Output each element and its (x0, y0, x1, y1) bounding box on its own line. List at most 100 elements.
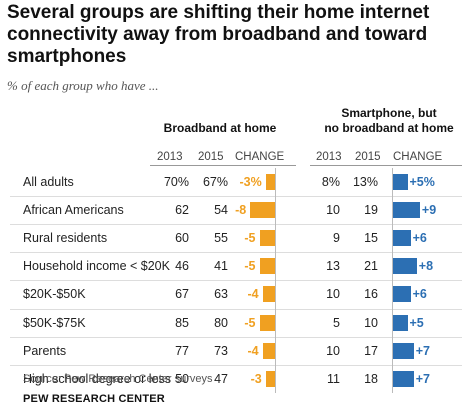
broadband-change-bar (250, 202, 275, 219)
row-label: Parents (23, 343, 67, 358)
broadband-col-2015: 2015 (198, 151, 224, 163)
smartphone-change-bar (392, 174, 408, 190)
smartphone-change-label: +7 (415, 343, 430, 358)
smartphone-2015-value: 17 (364, 343, 378, 358)
table-row: Household income < $20K 46 41 -5 13 21 +8 (0, 252, 474, 280)
table-row: $50K-$75K 85 80 -5 5 10 +5 (0, 309, 474, 337)
broadband-2015-value: 63 (214, 287, 228, 302)
row-separator (10, 364, 462, 366)
table-row: Parents 77 73 -4 10 17 +7 (0, 337, 474, 365)
table-row: Rural residents 60 55 -5 9 15 +6 (0, 224, 474, 252)
smartphone-change-bar (392, 286, 411, 303)
row-label: All adults (23, 175, 74, 189)
broadband-col-change: CHANGE (235, 151, 285, 163)
broadband-col-2013: 2013 (157, 151, 183, 163)
row-separator (10, 252, 462, 254)
smartphone-change-bar (392, 370, 414, 387)
broadband-2013-value: 77 (175, 343, 189, 358)
broadband-2013-value: 85 (175, 315, 189, 330)
table-row: High school degree or less 50 47 -3 11 18 +7 (0, 365, 474, 393)
broadband-2015-value: 41 (214, 259, 228, 274)
broadband-2013-value: 46 (175, 259, 189, 274)
smartphone-2015-value: 10 (364, 315, 378, 330)
smartphone-change-bar (392, 258, 417, 275)
smartphone-change-label: +8 (418, 259, 434, 274)
smartphone-2013-value: 11 (327, 371, 340, 386)
broadband-2015-value: 54 (214, 203, 228, 218)
broadband-2013-value: 62 (175, 203, 189, 218)
smartphone-2015-value: 19 (364, 203, 378, 218)
smartphone-change-label: +7 (415, 371, 430, 386)
chart-title: Several groups are shifting their home i… (7, 2, 430, 67)
smartphone-change-label: +9 (421, 203, 437, 218)
broadband-change-bar (265, 370, 275, 387)
row-label: African Americans (23, 203, 124, 218)
row-separator (10, 308, 462, 310)
broadband-2013-value: 67 (175, 287, 189, 302)
smartphone-change-label: +5% (409, 175, 435, 189)
table-row: $20K-$50K 67 63 -4 10 16 +6 (0, 280, 474, 308)
smartphone-change-bar (392, 342, 414, 359)
smartphone-col-2015: 2015 (355, 151, 381, 163)
smartphone-2013-value: 9 (333, 231, 340, 246)
smartphone-2015-value: 15 (364, 231, 378, 246)
smartphone-zero-line (392, 168, 393, 393)
smartphone-2013-value: 5 (333, 315, 340, 330)
row-label: $20K-$50K (23, 287, 86, 302)
smartphone-change-label: +5 (409, 315, 424, 330)
row-label: Rural residents (23, 231, 108, 246)
smartphone-2015-value: 18 (364, 371, 378, 386)
row-label: $50K-$75K (23, 315, 86, 330)
smartphone-2013-value: 10 (326, 287, 340, 302)
smartphone-heading: Smartphone, but no broadband at home (318, 106, 460, 136)
broadband-2013-value: 70% (163, 175, 189, 189)
broadband-change-bar (259, 314, 275, 331)
table-row: All adults 70% 67% -3% 8% 13% +5% (0, 168, 474, 196)
broadband-change-label: -5 (244, 259, 256, 274)
broadband-2013-value: 60 (175, 231, 189, 246)
smartphone-change-label: +6 (412, 287, 427, 302)
smartphone-2013-value: 13 (326, 259, 340, 274)
row-separator (10, 224, 462, 226)
smartphone-change-label: +6 (412, 231, 427, 246)
row-separator (10, 280, 462, 282)
smartphone-2013-value: 10 (326, 343, 340, 358)
smartphone-change-bar (392, 230, 411, 247)
smartphone-2013-value: 8% (321, 175, 340, 189)
broadband-2015-value: 80 (214, 315, 228, 330)
broadband-2015-value: 67% (202, 175, 228, 189)
broadband-change-label: -5 (244, 231, 256, 246)
smartphone-2015-value: 16 (364, 287, 378, 302)
broadband-change-label: -4 (247, 287, 259, 302)
smartphone-header-rule (310, 165, 462, 166)
broadband-change-bar (265, 174, 275, 190)
row-label: Household income < $20K (23, 259, 170, 274)
table-row: African Americans 62 54 -8 10 19 +9 (0, 196, 474, 224)
broadband-2015-value: 47 (214, 371, 228, 386)
source-note: Source: Pew Research Center surveys (23, 373, 213, 385)
smartphone-heading-line1: Smartphone, but (341, 106, 437, 120)
broadband-change-label: -3 (250, 371, 262, 386)
broadband-change-label: -4 (247, 343, 259, 358)
smartphone-change-bar (392, 314, 408, 331)
broadband-change-bar (259, 230, 275, 247)
row-separator (10, 196, 462, 198)
broadband-heading: Broadband at home (163, 121, 277, 135)
broadband-2015-value: 73 (214, 343, 228, 358)
row-separator (10, 336, 462, 338)
broadband-change-bar (259, 258, 275, 275)
broadband-change-label: -5 (244, 315, 256, 330)
broadband-zero-line (275, 168, 276, 393)
row-label: High school degree or less (23, 371, 171, 386)
broadband-change-bar (262, 342, 275, 359)
broadband-change-bar (262, 286, 275, 303)
chart-subtitle: % of each group who have ... (7, 78, 159, 93)
smartphone-2015-value: 21 (364, 259, 378, 274)
smartphone-2013-value: 10 (326, 203, 340, 218)
credit-line: PEW RESEARCH CENTER (23, 393, 165, 405)
smartphone-heading-line2: no broadband at home (324, 121, 454, 135)
broadband-header-rule (150, 165, 296, 166)
smartphone-change-bar (392, 202, 420, 219)
smartphone-col-2013: 2013 (316, 151, 342, 163)
broadband-2013-value: 50 (175, 371, 189, 386)
